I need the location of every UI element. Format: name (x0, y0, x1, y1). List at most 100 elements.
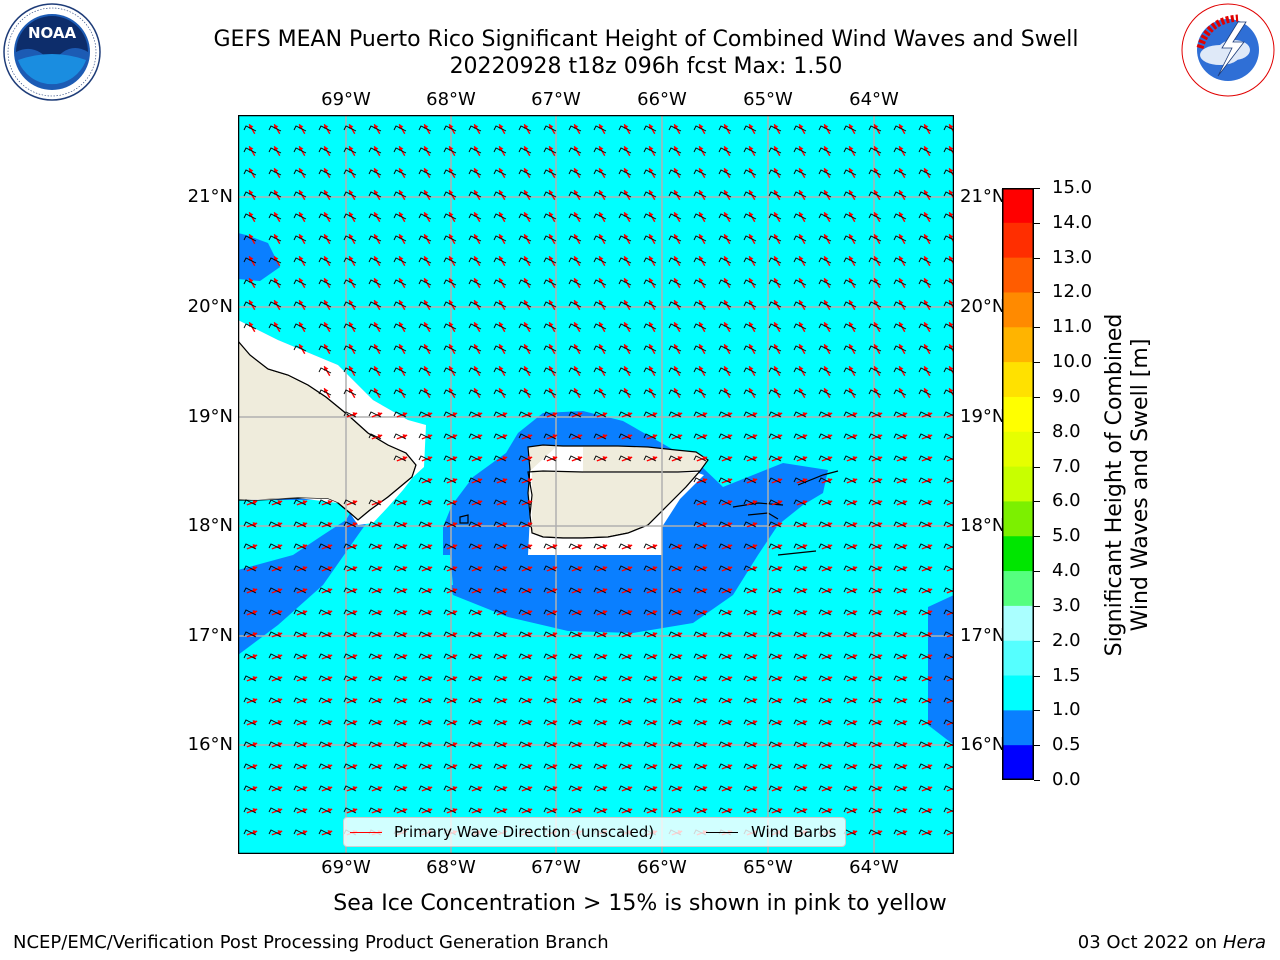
wind-barb (718, 521, 732, 528)
wind-barb (868, 147, 882, 154)
wind-barb (393, 191, 407, 198)
wind-barb (793, 565, 807, 572)
wind-barb (843, 609, 857, 616)
wind-barb (293, 719, 307, 726)
wind-barb (868, 697, 882, 704)
wind-barb (693, 785, 707, 792)
wind-barb (643, 653, 657, 660)
wind-barb (618, 257, 632, 264)
wind-barb (293, 499, 307, 506)
wind-barb (443, 455, 457, 462)
wind-barb (243, 719, 257, 726)
wind-barb (293, 213, 307, 220)
wind-barb (243, 301, 257, 308)
credit-date: 03 Oct 2022 on Hera (1078, 932, 1266, 953)
wind-barb (318, 213, 332, 220)
wind-barb (543, 235, 557, 242)
wind-barb (468, 763, 482, 770)
wind-barb (293, 543, 307, 550)
wind-barb (418, 741, 432, 748)
wind-barb (443, 301, 457, 308)
wind-barb (693, 279, 707, 286)
wind-barb (768, 543, 782, 550)
wind-barb (518, 675, 532, 682)
wind-barb (268, 279, 282, 286)
wind-barb (318, 499, 332, 506)
wind-barb (818, 367, 832, 374)
wind-barb (768, 565, 782, 572)
wind-barb (418, 675, 432, 682)
wind-barb (843, 697, 857, 704)
wind-barb (818, 741, 832, 748)
wind-barb (918, 521, 932, 528)
wind-barb (943, 169, 954, 175)
wind-barb (868, 763, 882, 770)
wind-barb (393, 653, 407, 660)
noaa-logo: NOAA (3, 3, 101, 101)
wind-barb (868, 675, 882, 682)
wind-barb (568, 697, 582, 704)
wind-barb (468, 587, 482, 594)
lat-label: 18°N (960, 515, 1006, 536)
wind-barb (318, 741, 332, 748)
wind-barb (593, 455, 607, 462)
wind-barb (793, 389, 807, 396)
wind-barb (268, 807, 282, 814)
wind-barb (518, 455, 532, 462)
wind-barb (818, 543, 832, 550)
wind-barb (768, 191, 782, 198)
wind-barb (818, 763, 832, 770)
wind-barb (368, 763, 382, 770)
wind-barb (693, 697, 707, 704)
wind-barb (368, 631, 382, 638)
wind-barb (293, 763, 307, 770)
wind-barb (618, 323, 632, 330)
wind-barb (618, 147, 632, 154)
wind-barb (243, 697, 257, 704)
wind-barb (543, 455, 557, 462)
wind-barb (768, 213, 782, 220)
wind-barb (943, 455, 954, 461)
wind-barb (768, 499, 782, 506)
wind-barb (768, 477, 782, 484)
wind-barb (918, 763, 932, 770)
noaa-logo-text: NOAA (28, 24, 77, 42)
wind-barb (543, 301, 557, 308)
wind-barb (743, 499, 757, 506)
wind-barb (343, 697, 357, 704)
wind-barb (568, 433, 582, 440)
wind-barb (593, 301, 607, 308)
wind-barb (568, 785, 582, 792)
wind-barb (793, 191, 807, 198)
wind-barb (468, 213, 482, 220)
wind-barb (443, 785, 457, 792)
wind-barb (368, 653, 382, 660)
wind-barb (793, 125, 807, 132)
colorbar-tick-label: 15.0 (1052, 177, 1093, 198)
lat-label: 21°N (960, 186, 1006, 207)
wind-barb (768, 257, 782, 264)
wind-barb (818, 433, 832, 440)
wind-barb (268, 609, 282, 616)
wind-barb (868, 191, 882, 198)
colorbar-tick-label: 9.0 (1052, 385, 1081, 407)
wind-barb (793, 147, 807, 154)
wind-barb (693, 543, 707, 550)
wind-barb (518, 257, 532, 264)
wind-barb (693, 323, 707, 330)
wind-barb (543, 785, 557, 792)
wind-barb (243, 147, 257, 154)
lat-label: 19°N (960, 406, 1006, 427)
wind-barb (793, 301, 807, 308)
wind-barb (668, 213, 682, 220)
wind-barb (768, 235, 782, 242)
wind-barb (318, 125, 332, 132)
wind-barb (568, 367, 582, 374)
wind-barb (893, 719, 907, 726)
wind-barb (518, 521, 532, 528)
wind-barb (368, 235, 382, 242)
wind-barb (843, 147, 857, 154)
wind-barb (668, 455, 682, 462)
wind-barb (868, 741, 882, 748)
wind-barb (368, 499, 382, 506)
